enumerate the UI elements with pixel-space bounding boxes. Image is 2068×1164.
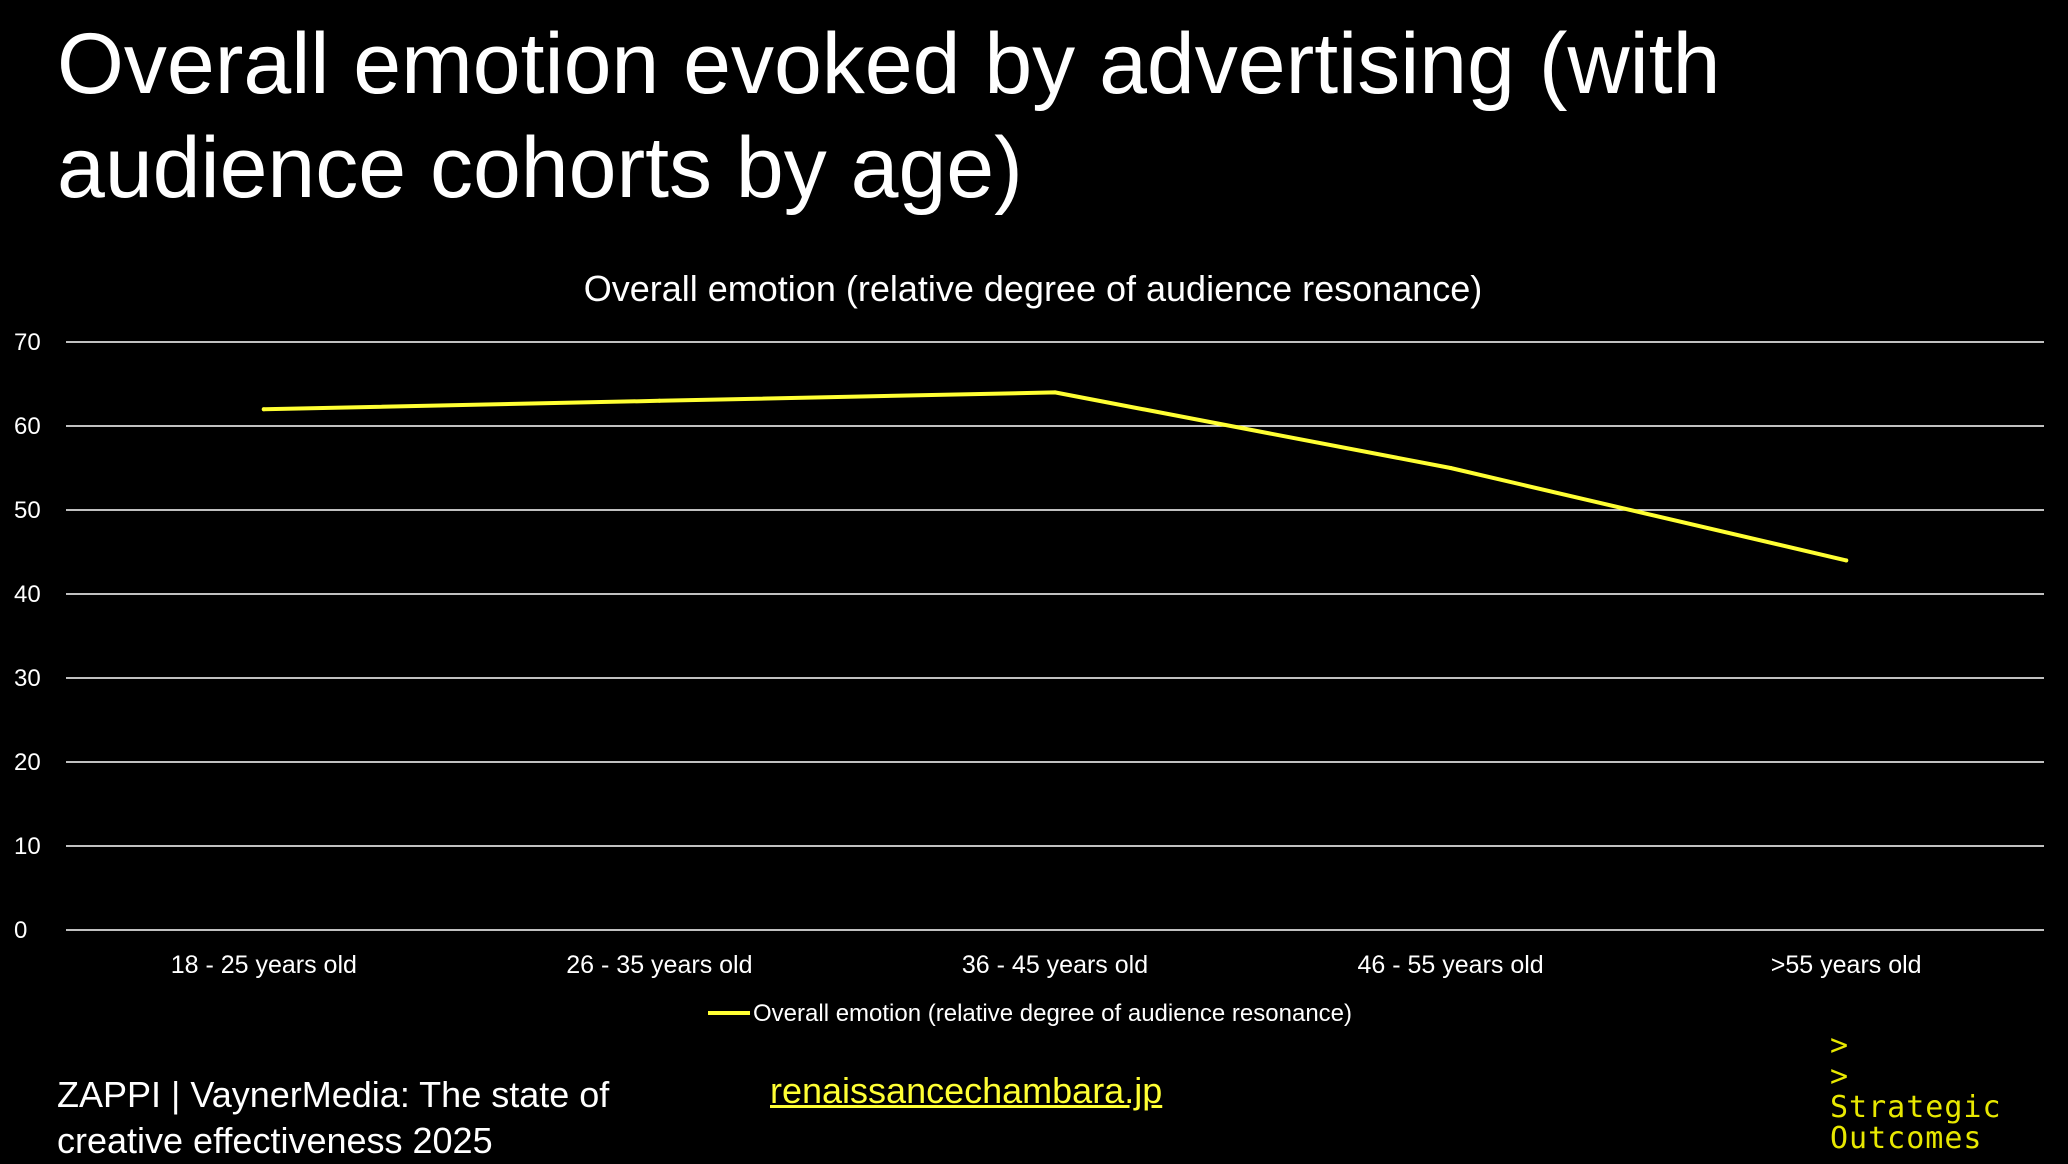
logo-chevron-1: >	[1830, 1028, 1850, 1063]
logo-chevron-2: >	[1830, 1059, 1850, 1094]
series-line	[261, 390, 1849, 563]
legend-label: Overall emotion (relative degree of audi…	[753, 1000, 1352, 1027]
website-link[interactable]: renaissancechambara.jp	[770, 1070, 1163, 1111]
data-point	[657, 398, 662, 403]
y-tick-label: 0	[14, 917, 27, 944]
x-axis-tick-labels: 18 - 25 years old 26 - 35 years old 36 - 4…	[171, 951, 1922, 979]
x-tick-label: 46 - 55 years old	[1357, 951, 1543, 979]
x-tick-label: 26 - 35 years old	[566, 951, 752, 979]
y-axis-tick-labels: 0 10 20 30 40 50 60 70	[14, 329, 41, 944]
x-tick-label: 18 - 25 years old	[171, 951, 357, 979]
logo-word-2: Outcomes	[1830, 1121, 1983, 1156]
gridlines	[66, 341, 2044, 931]
page-title-line-2: audience cohorts by age)	[57, 120, 1023, 216]
line-chart: Overall emotion (relative degree of audi…	[14, 268, 2044, 1027]
series-layer	[261, 390, 1849, 563]
page-title: Overall emotion evoked by advertising (w…	[57, 12, 1957, 220]
data-point	[1844, 558, 1849, 563]
x-tick-label: >55 years old	[1771, 951, 1922, 979]
data-point	[261, 407, 266, 412]
source-citation: ZAPPI | VaynerMedia: The state of creati…	[57, 1072, 757, 1164]
source-line-1: ZAPPI | VaynerMedia: The state of	[57, 1074, 610, 1115]
strategic-outcomes-logo: > > Strategic Outcomes	[1830, 1030, 2002, 1154]
chart-title: Overall emotion (relative degree of audi…	[584, 268, 1483, 309]
y-tick-label: 10	[14, 833, 41, 860]
y-tick-label: 60	[14, 413, 41, 440]
y-tick-label: 70	[14, 329, 41, 356]
data-point	[1053, 390, 1057, 395]
y-tick-label: 50	[14, 497, 41, 524]
y-tick-label: 40	[14, 581, 41, 608]
x-tick-label: 36 - 45 years old	[962, 951, 1148, 979]
page-title-line-1: Overall emotion evoked by advertising (w…	[57, 16, 1721, 112]
legend: Overall emotion (relative degree of audi…	[708, 1000, 1352, 1027]
logo-word-1: Strategic	[1830, 1090, 2002, 1125]
data-point	[1448, 466, 1453, 470]
y-tick-label: 30	[14, 665, 41, 692]
source-line-2: creative effectiveness 2025	[57, 1120, 493, 1161]
y-tick-label: 20	[14, 749, 41, 776]
